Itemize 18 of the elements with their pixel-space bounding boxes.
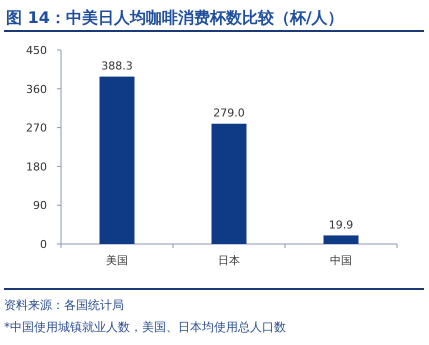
bar bbox=[100, 76, 134, 244]
x-tick-label: 中国 bbox=[330, 254, 352, 267]
data-label: 279.0 bbox=[213, 106, 245, 120]
y-tick-label: 450 bbox=[26, 44, 47, 57]
text: *中国使用城镇就业人数，美国、日本均使用总人口数 bbox=[4, 320, 286, 334]
data-label: 19.9 bbox=[328, 218, 354, 232]
x-tick-label: 日本 bbox=[218, 254, 240, 267]
y-tick-label: 180 bbox=[26, 160, 47, 174]
y-tick-label: 0 bbox=[40, 238, 47, 251]
bar bbox=[324, 235, 358, 244]
text: 资料来源：各国统计局 bbox=[4, 298, 124, 312]
y-tick-label: 360 bbox=[26, 82, 47, 96]
y-tick-label: 270 bbox=[26, 122, 47, 135]
chart-title: 图 14：中美日人均咖啡消费杯数比较（杯/人） bbox=[6, 8, 344, 27]
bar bbox=[212, 124, 246, 244]
x-tick-label: 美国 bbox=[106, 254, 128, 267]
y-tick-label: 90 bbox=[33, 199, 47, 212]
data-label: 388.3 bbox=[101, 60, 133, 73]
